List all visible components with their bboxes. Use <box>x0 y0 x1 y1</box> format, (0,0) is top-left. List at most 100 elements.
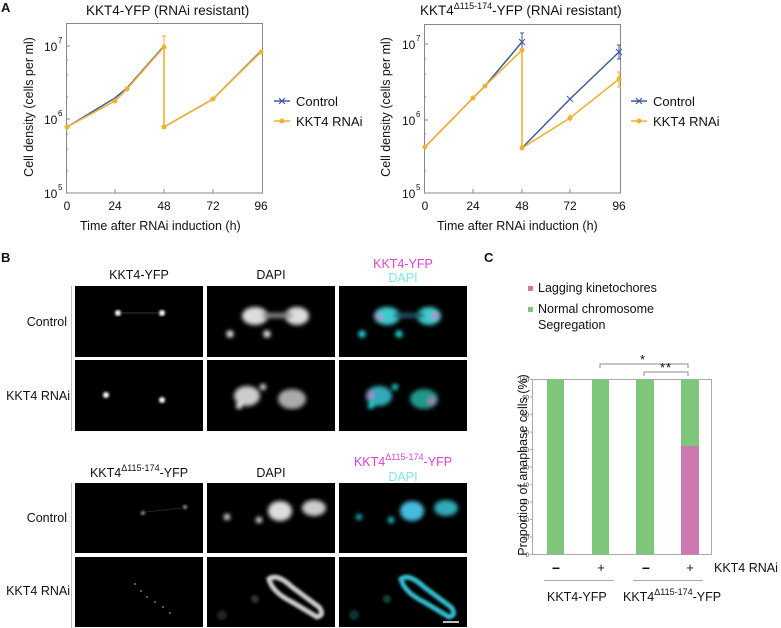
svg-text:6: 6 <box>58 109 63 118</box>
legend-control-label: Control <box>296 93 338 109</box>
svg-text:10: 10 <box>402 114 416 128</box>
merge-main: KKT4 <box>353 455 386 469</box>
svg-text:48: 48 <box>515 199 529 213</box>
rnai-sign-3: − <box>641 560 651 576</box>
mutant-rest: -YFP <box>159 466 189 480</box>
legend-rnai-label: KKT4 RNAi <box>653 113 720 129</box>
svg-text:80: 80 <box>522 413 529 419</box>
svg-text:10: 10 <box>44 113 58 127</box>
rnai-sign-2: + <box>597 560 605 575</box>
chart-a-right-plot: 10 7 10 6 10 5 0 24 48 72 96 <box>402 24 626 213</box>
micrograph-mutant-rnai-yfp <box>75 557 203 627</box>
svg-text:100: 100 <box>519 378 530 384</box>
group2-rest: -YFP <box>692 590 722 604</box>
chart-a-left-title: KKT4-YFP (RNAi resistant) <box>86 3 250 18</box>
micrograph-kkt4-control-yfp <box>75 286 203 357</box>
svg-text:10: 10 <box>44 187 58 201</box>
control-marker-icon <box>274 97 290 105</box>
title-rest: -YFP (RNAi resistant) <box>492 3 622 18</box>
legend-control-label: Control <box>653 93 695 109</box>
col-head-mutant-yfp: KKT4Δ115-174-YFP <box>75 463 203 480</box>
panel-label-b: B <box>1 250 11 265</box>
svg-text:50: 50 <box>522 466 529 472</box>
control-marker-icon <box>631 97 647 105</box>
micrograph-kkt4-control-dapi <box>207 286 335 357</box>
row-label-rnai-2: KKT4 RNAi <box>6 584 70 598</box>
micrograph-kkt4-rnai-merge <box>339 360 467 431</box>
rnai-marker-icon <box>631 118 647 124</box>
svg-text:72: 72 <box>563 199 577 213</box>
svg-text:48: 48 <box>157 199 171 213</box>
col-head-dapi-2: DAPI <box>256 466 286 480</box>
title-main: KKT4 <box>420 3 454 18</box>
chart-a-right-xlabel: Time after RNAi induction (h) <box>437 219 598 233</box>
row-bracket-top <box>71 286 72 431</box>
col-head-merge-mutant: KKT4Δ115-174-YFP <box>339 452 467 469</box>
svg-text:96: 96 <box>612 199 626 213</box>
svg-text:0: 0 <box>526 553 530 559</box>
svg-text:24: 24 <box>466 199 480 213</box>
chart-a-left-legend: Control KKT4 RNAi <box>274 91 362 131</box>
row-bracket-bottom <box>71 483 72 628</box>
micrograph-mutant-control-dapi <box>207 483 335 553</box>
rnai-marker-icon <box>274 118 290 124</box>
rnai-sign-1: − <box>551 560 561 576</box>
chart-a-right-title: KKT4Δ115-174-YFP (RNAi resistant) <box>420 1 622 18</box>
panel-label-a: A <box>1 0 11 15</box>
micrograph-kkt4-rnai-yfp <box>75 360 203 431</box>
svg-text:7: 7 <box>416 34 421 43</box>
row-label-rnai: KKT4 RNAi <box>6 389 70 403</box>
group-label-1: KKT4-YFP <box>547 590 607 604</box>
merge-rest: -YFP <box>423 455 453 469</box>
col-head-dapi: DAPI <box>256 268 286 282</box>
mutant-superscript: Δ115-174 <box>121 463 160 473</box>
significance-star-2: ** <box>660 360 673 375</box>
group-label-2: KKT4Δ115-174-YFP <box>623 587 722 604</box>
legend-item-lagging: Lagging kinetochores <box>528 279 657 297</box>
col-head-kkt4-yfp: KKT4-YFP <box>109 268 169 282</box>
svg-text:0: 0 <box>64 199 71 213</box>
svg-text:30: 30 <box>522 501 529 507</box>
micrograph-mutant-control-yfp <box>75 483 203 553</box>
legend-item-normal: Normal chromosome <box>528 300 657 318</box>
col-head-merge-dapi: DAPI <box>388 271 418 285</box>
group-line-2 <box>633 580 703 581</box>
merge-superscript: Δ115-174 <box>385 452 424 462</box>
group2-main: KKT4 <box>623 590 655 604</box>
group-line-1 <box>544 580 614 581</box>
normal-swatch-icon <box>528 306 533 312</box>
svg-text:70: 70 <box>522 431 529 437</box>
legend-item-rnai: KKT4 RNAi <box>274 111 362 131</box>
svg-text:5: 5 <box>416 183 421 192</box>
legend-item-rnai: KKT4 RNAi <box>631 111 719 131</box>
rnai-sign-4: + <box>686 560 694 575</box>
svg-text:7: 7 <box>58 36 63 45</box>
chart-a-right-legend: Control KKT4 RNAi <box>631 91 719 131</box>
svg-text:10: 10 <box>522 536 529 542</box>
micrograph-mutant-rnai-merge <box>339 557 467 627</box>
chart-a-left-xlabel: Time after RNAi induction (h) <box>80 219 241 233</box>
svg-text:5: 5 <box>58 183 63 192</box>
micrograph-mutant-control-merge <box>339 483 467 553</box>
micrograph-kkt4-control-merge <box>339 286 467 357</box>
svg-text:0: 0 <box>422 199 429 213</box>
svg-text:40: 40 <box>522 483 529 489</box>
legend-lagging-label: Lagging kinetochores <box>538 281 657 295</box>
svg-text:10: 10 <box>402 38 416 52</box>
legend-normal-label-1: Normal chromosome <box>538 302 655 316</box>
row-label-control: Control <box>26 315 67 329</box>
svg-text:10: 10 <box>44 40 58 54</box>
title-superscript: Δ115-174 <box>453 1 493 11</box>
lagging-swatch-icon <box>528 285 533 291</box>
svg-text:72: 72 <box>206 199 220 213</box>
mutant-main: KKT4 <box>89 466 122 480</box>
chart-c-legend: Lagging kinetochores Normal chromosome S… <box>528 279 657 334</box>
legend-item-control: Control <box>631 91 719 111</box>
legend-normal-label-2: Segregation <box>538 318 606 332</box>
svg-text:10: 10 <box>402 187 416 201</box>
legend-item-control: Control <box>274 91 362 111</box>
group2-superscript: Δ115-174 <box>654 587 693 597</box>
micrograph-kkt4-rnai-dapi <box>207 360 335 431</box>
svg-text:96: 96 <box>254 199 268 213</box>
